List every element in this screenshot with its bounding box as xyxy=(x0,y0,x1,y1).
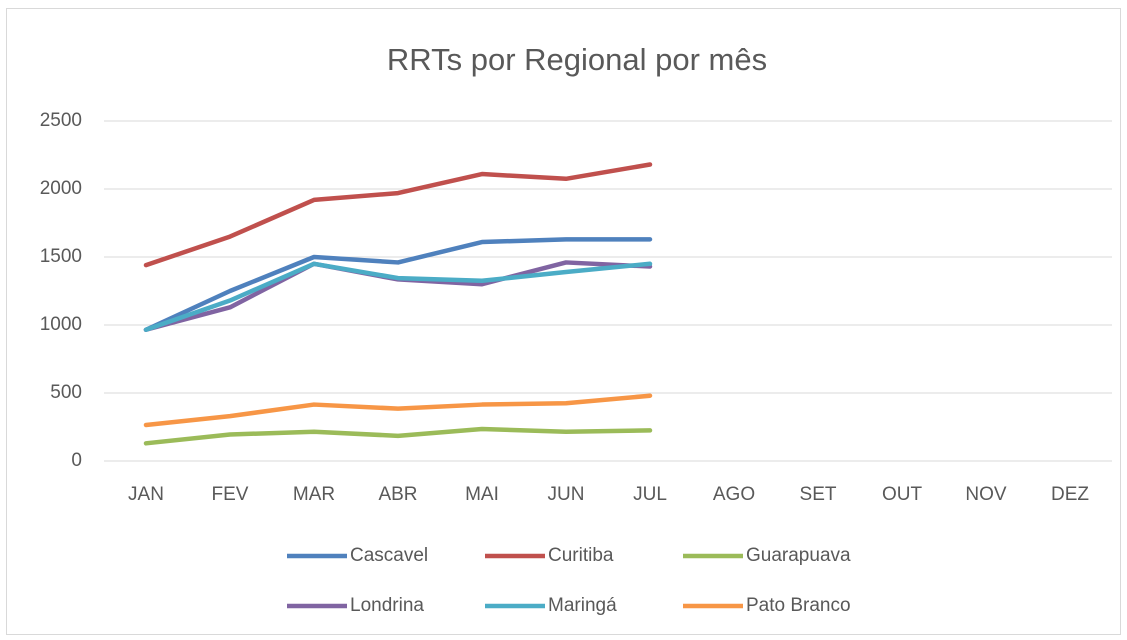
series-line xyxy=(143,261,653,333)
y-tick-label: 1500 xyxy=(40,246,82,267)
legend-label: Curitiba xyxy=(548,545,614,566)
x-tick-label: JUN xyxy=(548,484,585,505)
x-tick-label: JUL xyxy=(633,484,667,505)
x-tick-label: AGO xyxy=(713,484,755,505)
x-tick-label: OUT xyxy=(882,484,923,505)
series-line xyxy=(143,393,653,428)
series-line xyxy=(143,426,653,446)
y-tick-label: 500 xyxy=(50,382,82,403)
legend-label: Londrina xyxy=(350,595,424,616)
legend-label: Pato Branco xyxy=(746,595,851,616)
x-tick-label: JAN xyxy=(128,484,164,505)
series-line xyxy=(143,162,653,268)
legend-label: Guarapuava xyxy=(746,545,851,566)
x-tick-label: FEV xyxy=(212,484,249,505)
x-tick-label: ABR xyxy=(378,484,417,505)
y-tick-label: 2500 xyxy=(40,110,82,131)
y-tick-label: 1000 xyxy=(40,314,82,335)
x-tick-label: SET xyxy=(800,484,837,505)
chart-title: RRTs por Regional por mês xyxy=(387,42,767,77)
x-tick-label: MAR xyxy=(293,484,335,505)
chart-border xyxy=(6,8,1121,635)
x-tick-label: DEZ xyxy=(1051,484,1089,505)
y-tick-label: 0 xyxy=(71,450,82,471)
series-line xyxy=(143,237,653,333)
x-tick-label: NOV xyxy=(965,484,1007,505)
x-tick-label: MAI xyxy=(465,484,499,505)
legend-label: Maringá xyxy=(548,595,617,616)
legend-label: Cascavel xyxy=(350,545,428,566)
y-tick-label: 2000 xyxy=(40,178,82,199)
